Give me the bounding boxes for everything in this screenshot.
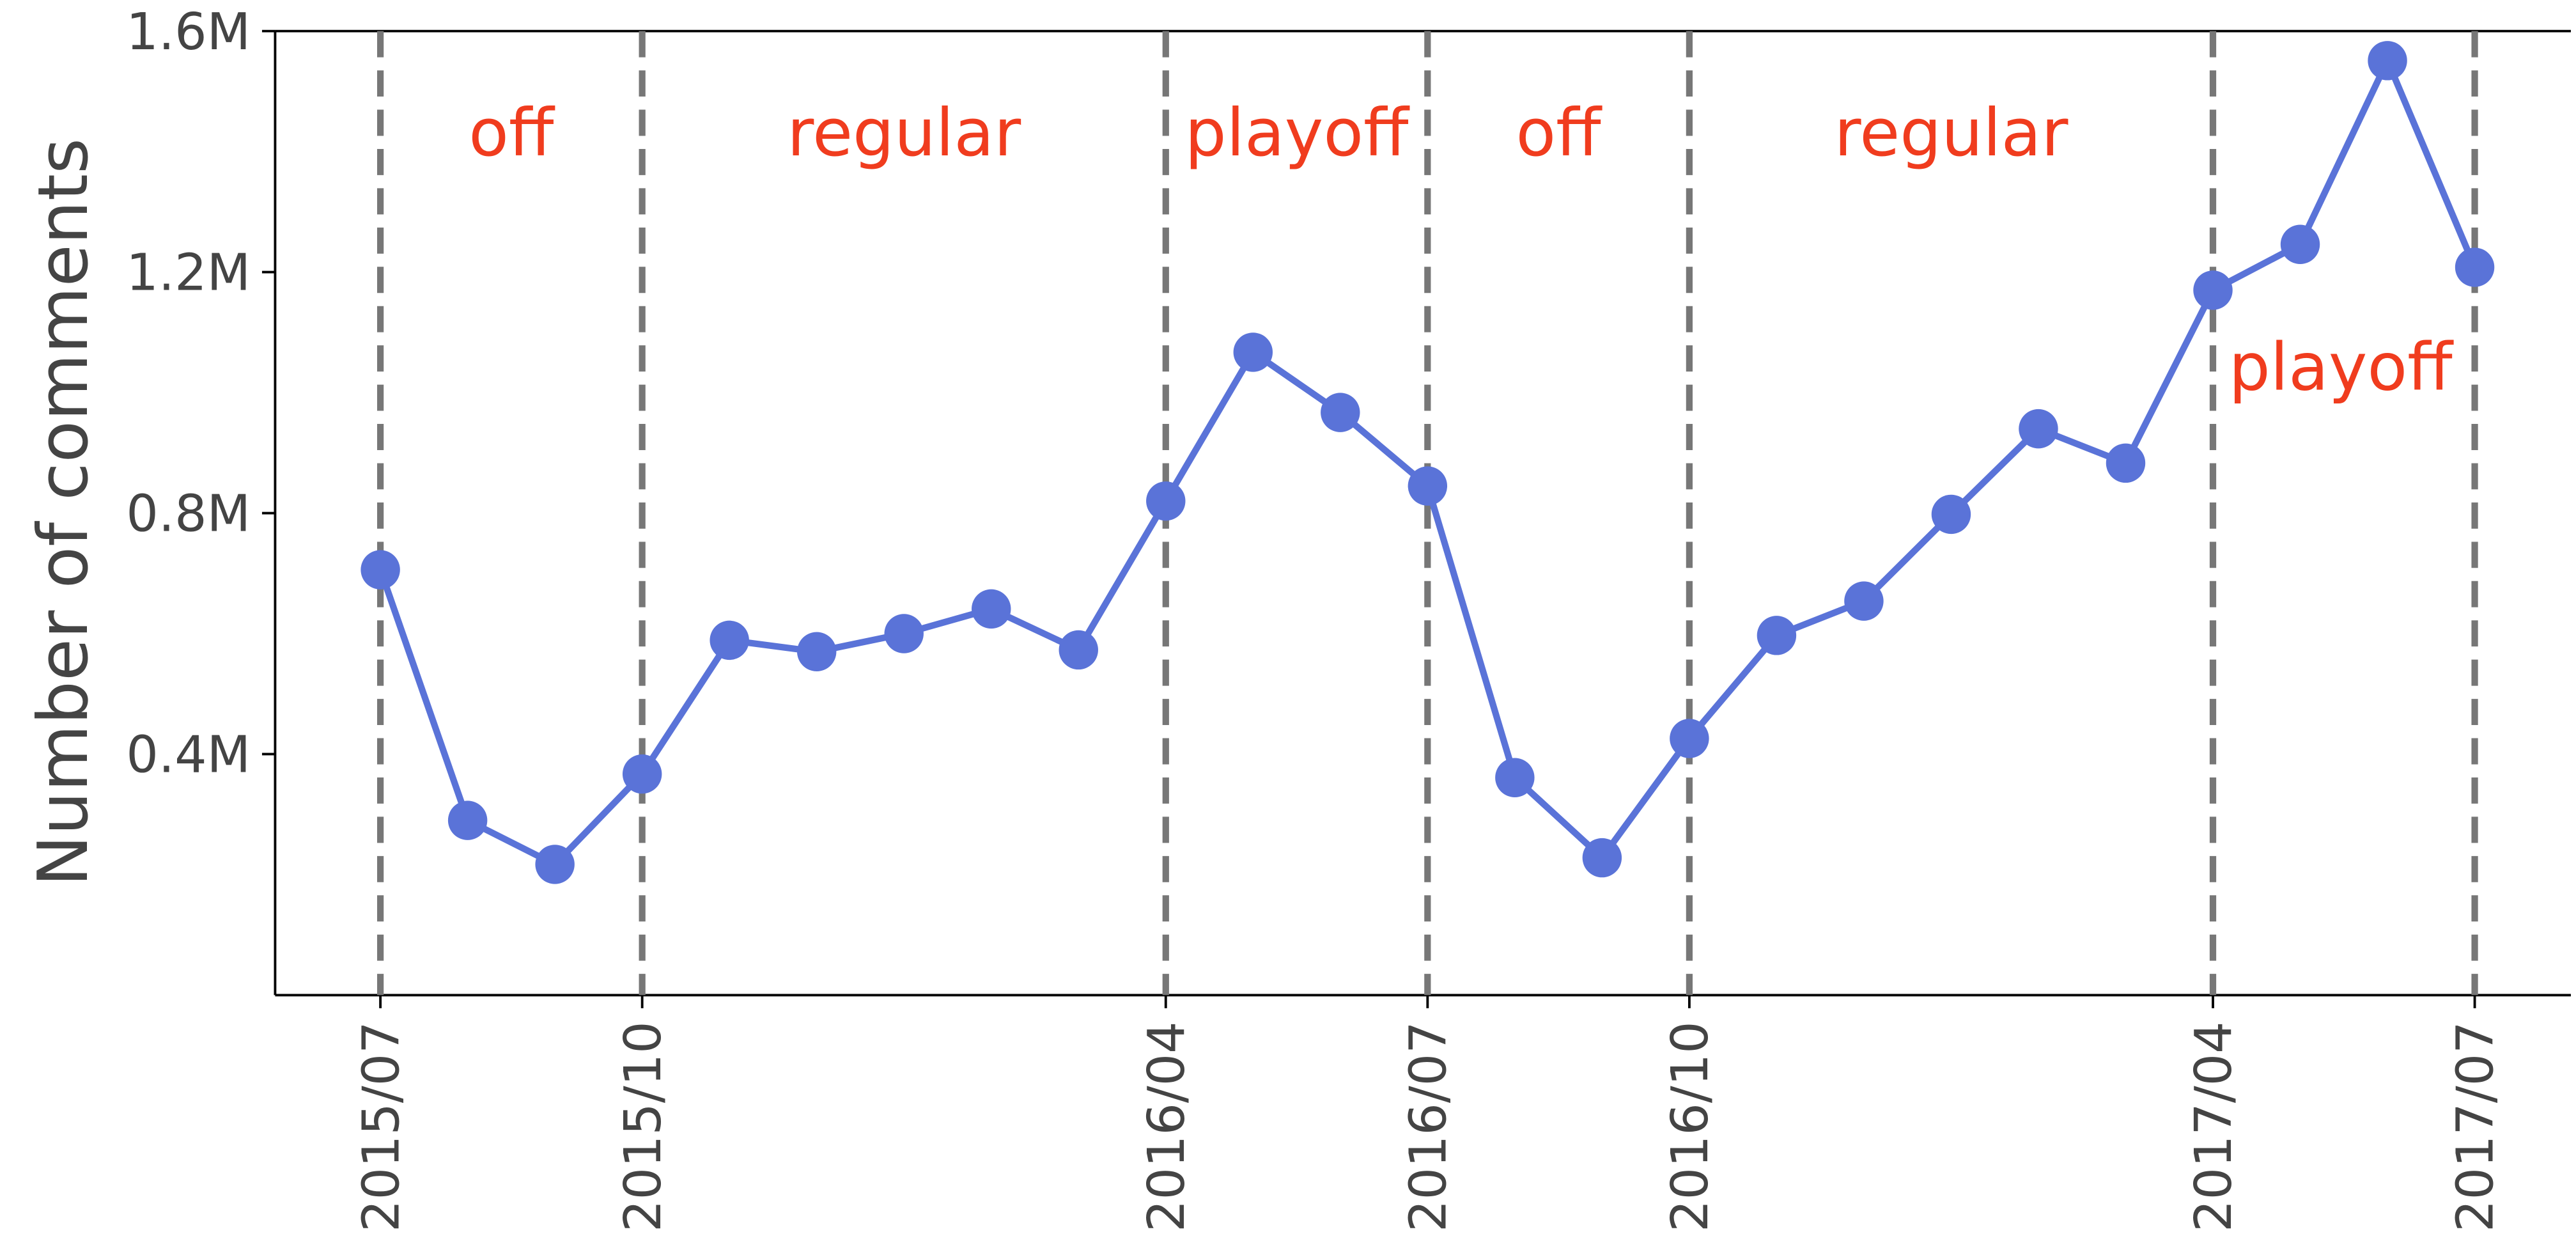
period-label: playoff <box>1185 95 1410 171</box>
y-tick-label: 0.4M <box>126 725 251 785</box>
point <box>1059 630 1098 670</box>
point <box>1931 494 1971 535</box>
point <box>1844 581 1884 621</box>
period-label: off <box>469 95 555 171</box>
y-axis-label: Number of comments <box>24 138 104 887</box>
x-tick-label: 2015/10 <box>613 1021 672 1232</box>
point <box>1670 719 1709 758</box>
point <box>1757 616 1797 655</box>
point <box>535 845 575 884</box>
point <box>1233 332 1273 372</box>
point <box>1321 393 1360 432</box>
point <box>2455 247 2495 287</box>
x-tick-label: 2016/04 <box>1137 1021 1196 1232</box>
point <box>2193 270 2233 310</box>
point <box>1582 838 1622 878</box>
x-tick-label: 2017/07 <box>2446 1021 2505 1232</box>
period-label: playoff <box>2229 329 2454 405</box>
point <box>622 754 662 794</box>
point <box>1146 481 1186 521</box>
y-tick-label: 0.8M <box>126 484 251 543</box>
point <box>710 620 749 660</box>
point <box>1408 466 1448 506</box>
x-tick-label: 2016/10 <box>1660 1021 1719 1232</box>
point <box>796 632 837 671</box>
point <box>2368 41 2407 81</box>
point <box>884 614 924 653</box>
point <box>2280 224 2320 264</box>
period-label: regular <box>1834 95 2068 171</box>
point <box>1495 758 1535 797</box>
period-label: regular <box>787 95 1021 171</box>
point <box>972 589 1011 629</box>
y-tick-label: 1.6M <box>126 2 251 61</box>
point <box>447 800 488 840</box>
x-tick-label: 2016/07 <box>1398 1021 1457 1232</box>
y-tick-label: 1.2M <box>126 243 251 302</box>
x-tick-label: 2017/04 <box>2184 1021 2243 1232</box>
point <box>361 550 400 589</box>
point <box>2106 443 2146 483</box>
point <box>2019 409 2058 449</box>
period-label: off <box>1516 95 1603 171</box>
x-tick-label: 2015/07 <box>351 1021 410 1232</box>
